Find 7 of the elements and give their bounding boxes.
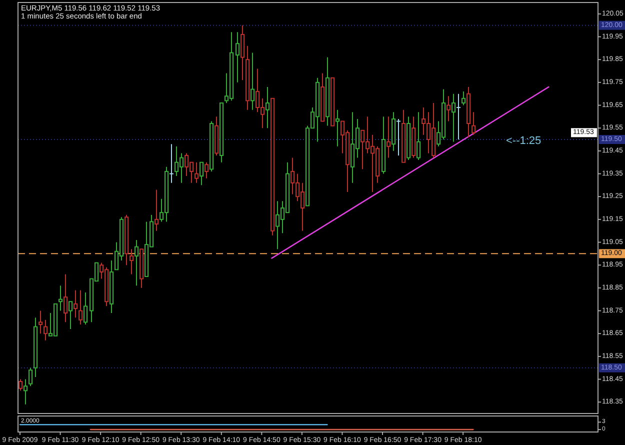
annotation: <--1:25 [506, 135, 542, 147]
candlestick [38, 310, 42, 334]
candlestick [28, 367, 32, 387]
candlestick [472, 112, 476, 136]
candlestick [456, 93, 461, 140]
candlestick [169, 144, 174, 184]
candlestick [396, 118, 401, 156]
